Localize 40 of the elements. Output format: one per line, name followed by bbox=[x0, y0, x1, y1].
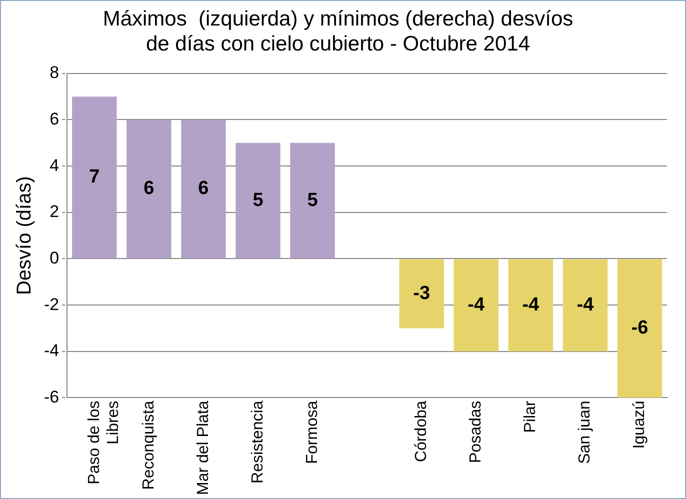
y-tick-label: 4 bbox=[50, 156, 60, 175]
x-tick-label: Pilar bbox=[522, 400, 540, 433]
data-label: -3 bbox=[413, 282, 430, 304]
bar bbox=[72, 96, 117, 258]
x-tick-label: Resistencia bbox=[249, 400, 266, 484]
bar bbox=[508, 259, 554, 352]
data-label: 6 bbox=[198, 178, 209, 200]
bar bbox=[181, 120, 226, 258]
data-label: 5 bbox=[252, 190, 264, 211]
y-tick-label: 0 bbox=[50, 248, 60, 268]
data-label: -6 bbox=[631, 318, 648, 339]
y-axis-title: Desvío (días) bbox=[14, 176, 36, 296]
bar bbox=[454, 259, 498, 352]
x-tick-label: San juan bbox=[576, 400, 594, 464]
y-tick-label: -6 bbox=[44, 387, 60, 406]
y-tick-label: 2 bbox=[50, 202, 60, 222]
y-tick-label: -4 bbox=[44, 341, 60, 360]
x-tick-label: Paso de los Libres bbox=[86, 400, 122, 484]
x-tick-label: Reconquista bbox=[140, 400, 158, 490]
y-tick-label: -2 bbox=[44, 294, 60, 314]
data-label: 7 bbox=[89, 166, 100, 188]
x-tick-label: Posadas bbox=[468, 400, 485, 463]
data-label: -4 bbox=[522, 294, 540, 316]
bar bbox=[562, 259, 608, 352]
bar bbox=[617, 259, 662, 398]
bar bbox=[236, 142, 280, 258]
data-label: -4 bbox=[576, 294, 594, 316]
data-label: -4 bbox=[468, 294, 485, 316]
x-tick-label: Iguazú bbox=[631, 400, 648, 449]
y-tick-label: 8 bbox=[50, 63, 60, 82]
bar bbox=[399, 259, 444, 328]
chart-title: Máximos (izquierda) y mínimos (derecha) desvíos de días con cielo cubierto - Octubre 2014 bbox=[102, 7, 574, 56]
x-tick-label: Córdoba bbox=[413, 400, 430, 462]
x-tick-label: Mar del Plata bbox=[194, 400, 212, 495]
data-label: 6 bbox=[144, 178, 154, 200]
x-tick-label: Formosa bbox=[304, 400, 321, 464]
data-label: 5 bbox=[307, 190, 318, 211]
y-tick-label: 6 bbox=[50, 109, 60, 128]
bar bbox=[126, 120, 172, 258]
bar bbox=[290, 142, 335, 258]
